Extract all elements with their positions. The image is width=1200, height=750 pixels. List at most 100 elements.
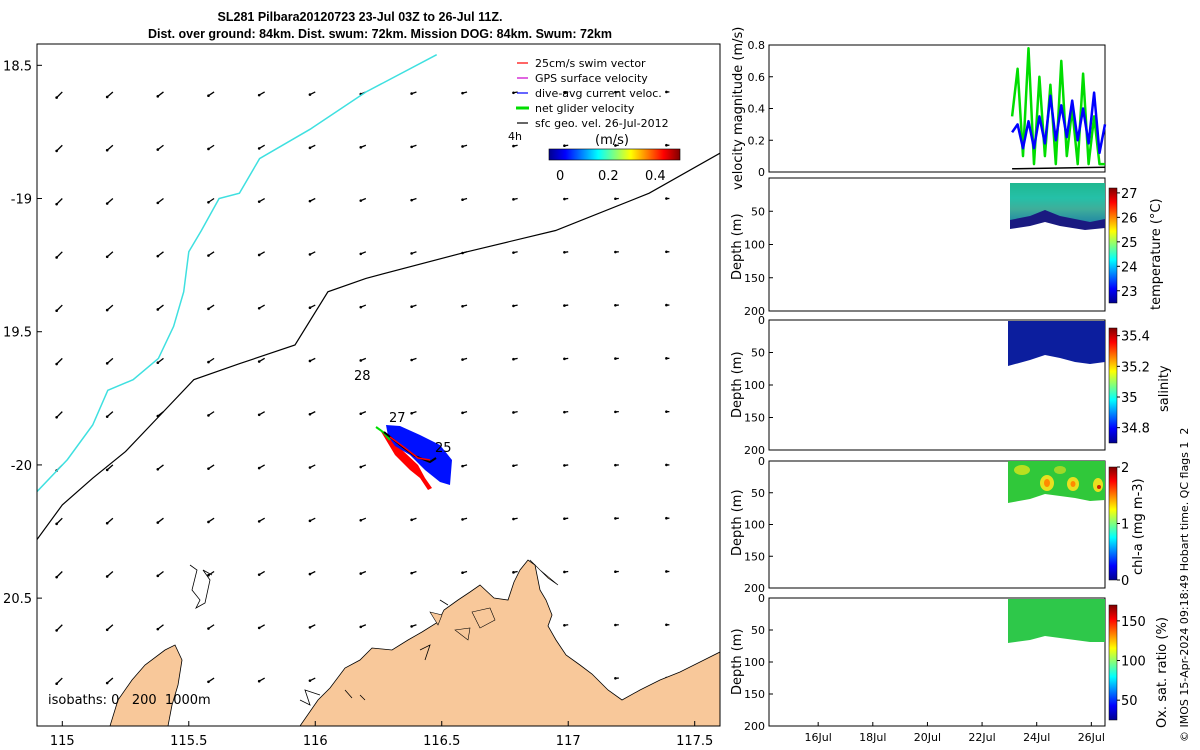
velocity-arrow-head bbox=[359, 519, 363, 522]
temperature-colorbar bbox=[1108, 187, 1118, 304]
velocity-arrow-head bbox=[461, 91, 464, 95]
glider-track bbox=[375, 425, 452, 490]
salinity-colorbar-ticks: 35.4 35.2 35 34.8 bbox=[1117, 330, 1150, 437]
velocity-arrow-head bbox=[207, 627, 210, 630]
colorbar-tick-label: 23 bbox=[1121, 285, 1138, 300]
velocity-arrow-head bbox=[156, 361, 160, 365]
figure-title-line-1: SL281 Pilbara20120723 23-Jul 03Z to 26-J… bbox=[217, 10, 503, 24]
velocity-arrow-head bbox=[410, 305, 413, 309]
velocity-arrow-head bbox=[257, 679, 261, 683]
velocity-arrow-head bbox=[207, 307, 210, 311]
legend-item-swim-vector: 25cm/s swim vector bbox=[517, 57, 646, 70]
isobath-0m bbox=[37, 54, 438, 493]
colorbar-tick-label: 100 bbox=[1121, 655, 1146, 670]
velocity-arrow-head bbox=[55, 362, 58, 366]
velocity-arrow-head bbox=[665, 516, 668, 520]
velocity-arrow-head bbox=[55, 96, 58, 99]
depth-label-28: 28 bbox=[354, 369, 371, 384]
time-tick-label: 16Jul bbox=[805, 731, 832, 744]
chla-y-ticks: 0 50 100 150 200 bbox=[744, 455, 773, 595]
velocity-arrow-head bbox=[461, 464, 464, 468]
velocity-arrow-head bbox=[512, 411, 515, 414]
velocity-arrow-head bbox=[308, 572, 312, 576]
chla-colorbar-ticks: 2 1 0 bbox=[1117, 461, 1129, 589]
depth-tick-label: 150 bbox=[744, 688, 765, 701]
velocity-series-line bbox=[1012, 166, 1106, 170]
velocity-arrow-head bbox=[156, 201, 160, 205]
velocity-arrow-head bbox=[105, 255, 109, 259]
velocity-arrow-head bbox=[614, 410, 617, 414]
velocity-arrow bbox=[56, 677, 63, 685]
velocity-arrow-head bbox=[257, 520, 261, 523]
velocity-tick-label: 0.8 bbox=[748, 39, 766, 52]
velocity-arrow-head bbox=[614, 144, 617, 147]
velocity-arrow-head bbox=[359, 359, 363, 362]
velocity-arrow-head bbox=[512, 251, 515, 254]
velocity-arrow-head bbox=[512, 571, 515, 574]
velocity-arrow-head bbox=[410, 145, 413, 149]
velocity-arrow-head bbox=[207, 680, 210, 684]
colorbar-tick-label: 0 bbox=[1121, 574, 1129, 589]
velocity-arrow bbox=[56, 251, 63, 258]
map-axes-box bbox=[36, 43, 721, 727]
velocity-tick-label: 0.2 bbox=[748, 134, 766, 147]
velocity-arrow-head bbox=[105, 628, 109, 632]
velocity-arrow-head bbox=[308, 519, 312, 523]
copyright-notice: © IMOS 15-Apr-2024 09:18:49 Hobart time.… bbox=[1178, 428, 1191, 742]
velocity-arrow-head bbox=[156, 574, 160, 578]
red-swim-vector-blob bbox=[380, 430, 432, 490]
velocity-arrow-head bbox=[665, 357, 668, 360]
velocity-arrow-head bbox=[359, 465, 363, 469]
velocity-arrow-head bbox=[665, 303, 668, 307]
velocity-arrow-head bbox=[461, 411, 464, 415]
velocity-arrow-head bbox=[563, 464, 566, 467]
velocity-arrow-head bbox=[257, 413, 261, 417]
legend-item-dive-avg: dive-avg current veloc. bbox=[517, 87, 662, 100]
velocity-arrow-head bbox=[512, 144, 515, 148]
map-legend: 25cm/s swim vector GPS surface velocity … bbox=[508, 57, 681, 184]
coastal-islands bbox=[429, 559, 559, 641]
velocity-arrow-head bbox=[207, 360, 210, 364]
depth-tick-label: 150 bbox=[744, 272, 765, 285]
colorbar-tick-0: 0 bbox=[556, 169, 564, 184]
velocity-arrow-head bbox=[359, 146, 363, 149]
velocity-arrow-head bbox=[156, 308, 160, 311]
colorbar-tick-label: 35.4 bbox=[1121, 330, 1150, 345]
velocity-arrow-head bbox=[461, 518, 464, 521]
velocity-arrow bbox=[56, 91, 63, 99]
velocity-arrow-head bbox=[461, 145, 464, 148]
time-tick-label: 26Jul bbox=[1078, 731, 1105, 744]
velocity-arrow-head bbox=[105, 521, 109, 525]
depth-tick-label: 100 bbox=[744, 379, 765, 392]
velocity-arrow-head bbox=[512, 198, 515, 201]
depth-tick-label: 150 bbox=[744, 550, 765, 563]
temperature-panel: 50 100 150 200 Depth (m) 27 26 25 24 23 tempera… bbox=[730, 177, 1164, 318]
island-southwest bbox=[109, 644, 183, 726]
velocity-arrow-head bbox=[257, 306, 261, 310]
colorbar-title: (m/s) bbox=[595, 133, 629, 148]
velocity-arrow-head bbox=[512, 517, 515, 521]
depth-tick-label: 100 bbox=[744, 239, 765, 252]
velocity-tick-label: 0.4 bbox=[748, 103, 766, 116]
map-ytick-label: -20 bbox=[11, 459, 32, 474]
legend-item-sfc-geo: sfc geo. vel. 26-Jul-2012 bbox=[517, 117, 669, 130]
velocity-arrow-head bbox=[257, 466, 261, 470]
velocity-arrow-head bbox=[156, 467, 160, 471]
velocity-arrow-head bbox=[563, 410, 566, 414]
oxygen-ylabel: Depth (m) bbox=[730, 628, 745, 695]
velocity-arrow-head bbox=[207, 467, 210, 470]
velocity-arrow-head bbox=[614, 357, 617, 360]
velocity-arrow-head bbox=[563, 623, 566, 627]
velocity-arrow-head bbox=[665, 197, 668, 200]
map-xtick-label: 115 bbox=[50, 734, 75, 749]
velocity-arrow-head bbox=[614, 463, 617, 467]
velocity-arrow-head bbox=[410, 571, 413, 575]
speed-colorbar bbox=[548, 148, 681, 161]
depth-tick-label: 100 bbox=[744, 519, 765, 532]
velocity-arrow-head bbox=[308, 679, 312, 682]
velocity-arrow-head bbox=[614, 250, 617, 254]
velocity-arrow-head bbox=[257, 573, 261, 576]
velocity-arrow-head bbox=[105, 575, 109, 578]
velocity-arrow-head bbox=[105, 148, 109, 152]
